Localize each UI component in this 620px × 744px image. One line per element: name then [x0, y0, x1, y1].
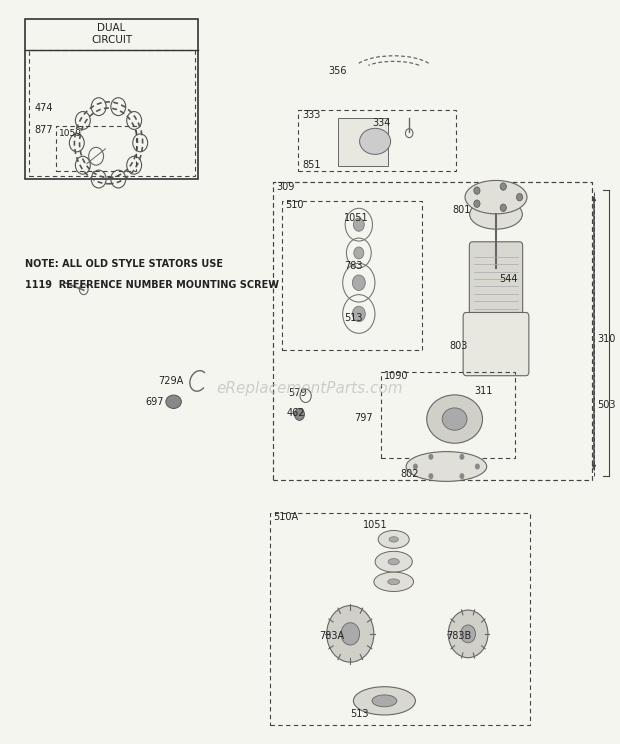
Ellipse shape: [375, 551, 412, 572]
Ellipse shape: [378, 530, 409, 548]
Circle shape: [354, 247, 364, 259]
Circle shape: [475, 464, 480, 469]
Text: 311: 311: [474, 385, 493, 396]
Text: eReplacementParts.com: eReplacementParts.com: [216, 381, 404, 396]
Text: 1059: 1059: [59, 129, 82, 138]
Text: 729A: 729A: [158, 376, 184, 386]
Circle shape: [500, 204, 507, 211]
Text: DUAL
CIRCUIT: DUAL CIRCUIT: [91, 23, 132, 45]
Text: 801: 801: [453, 205, 471, 215]
Ellipse shape: [465, 180, 527, 214]
Ellipse shape: [389, 536, 398, 542]
Text: 1090: 1090: [384, 371, 409, 381]
Circle shape: [474, 187, 480, 194]
Text: 510: 510: [285, 200, 304, 211]
FancyBboxPatch shape: [469, 242, 523, 320]
Text: 579: 579: [288, 388, 307, 398]
Bar: [56, 126, 136, 171]
Bar: [25, 19, 198, 179]
Circle shape: [448, 610, 488, 658]
Bar: [273, 182, 592, 480]
Text: 462: 462: [287, 408, 306, 418]
Text: NOTE: ALL OLD STYLE STATORS USE: NOTE: ALL OLD STYLE STATORS USE: [25, 259, 223, 269]
Text: 877: 877: [34, 125, 53, 135]
Circle shape: [459, 473, 464, 479]
Circle shape: [294, 408, 304, 420]
Circle shape: [352, 275, 365, 290]
Bar: [381, 372, 515, 458]
Text: 783: 783: [344, 261, 363, 272]
Bar: [282, 201, 422, 350]
Bar: [338, 118, 388, 166]
Text: 783B: 783B: [446, 631, 472, 641]
Bar: [298, 110, 456, 171]
Text: 333: 333: [303, 109, 321, 120]
Text: 544: 544: [499, 274, 518, 284]
Ellipse shape: [470, 199, 522, 229]
Text: 802: 802: [400, 469, 419, 479]
Text: 1119  REFERENCE NUMBER MOUNTING SCREW: 1119 REFERENCE NUMBER MOUNTING SCREW: [25, 280, 279, 290]
Circle shape: [353, 218, 365, 231]
Bar: [273, 182, 592, 480]
Text: 1051: 1051: [344, 213, 369, 223]
Circle shape: [516, 193, 523, 201]
Ellipse shape: [388, 579, 400, 585]
Text: 697: 697: [146, 397, 164, 407]
Ellipse shape: [374, 572, 414, 591]
Bar: [29, 50, 195, 176]
Text: 803: 803: [450, 341, 468, 351]
Text: 310: 310: [597, 333, 616, 344]
Bar: [270, 513, 530, 725]
Circle shape: [474, 200, 480, 208]
Ellipse shape: [388, 559, 399, 565]
Ellipse shape: [372, 695, 397, 707]
Text: 503: 503: [597, 400, 616, 411]
Circle shape: [341, 623, 360, 645]
Ellipse shape: [442, 408, 467, 430]
Text: 783A: 783A: [319, 631, 345, 641]
Circle shape: [428, 454, 433, 460]
Ellipse shape: [360, 128, 391, 154]
Text: 1051: 1051: [363, 519, 388, 530]
Text: 851: 851: [303, 160, 321, 170]
Circle shape: [327, 606, 374, 662]
Circle shape: [428, 473, 433, 479]
Text: 474: 474: [34, 103, 53, 113]
Text: 334: 334: [372, 118, 391, 128]
Circle shape: [352, 307, 365, 321]
Circle shape: [461, 625, 476, 643]
Text: 513: 513: [350, 709, 369, 719]
Circle shape: [413, 464, 418, 469]
Text: 309: 309: [276, 182, 294, 193]
Text: 356: 356: [329, 65, 347, 76]
Ellipse shape: [406, 452, 487, 481]
FancyBboxPatch shape: [463, 312, 529, 376]
Text: 510A: 510A: [273, 512, 298, 522]
Circle shape: [500, 183, 507, 190]
Circle shape: [459, 454, 464, 460]
Ellipse shape: [427, 395, 482, 443]
Text: 513: 513: [344, 313, 363, 324]
Ellipse shape: [166, 395, 181, 408]
Text: 797: 797: [355, 413, 373, 423]
Ellipse shape: [353, 687, 415, 715]
